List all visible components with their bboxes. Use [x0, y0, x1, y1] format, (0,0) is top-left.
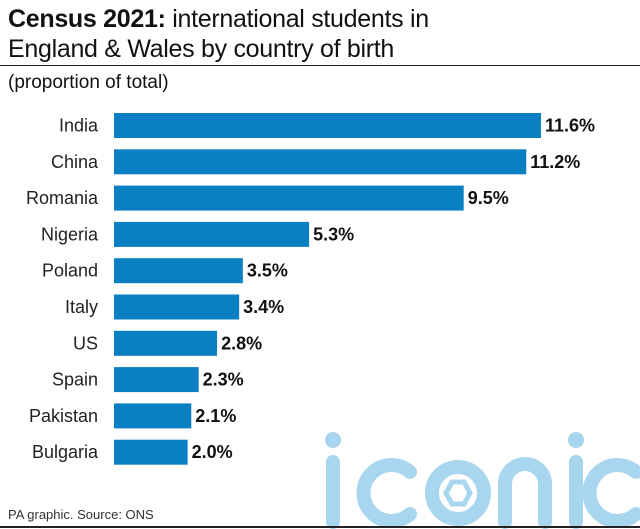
bar — [114, 367, 199, 393]
bottom-divider — [0, 526, 640, 528]
bar — [114, 149, 527, 175]
category-label: Bulgaria — [32, 442, 99, 462]
bar — [114, 403, 192, 429]
category-label: China — [51, 152, 99, 172]
bar — [114, 439, 188, 465]
title-line-2: England & Wales by country of birth — [8, 35, 394, 63]
title-rest: international students in — [165, 5, 429, 33]
category-label: Romania — [26, 188, 99, 208]
chart-subtitle: (proportion of total) — [8, 72, 169, 93]
bar — [114, 113, 541, 138]
chart-title: Census 2021: international students in E… — [8, 4, 632, 64]
bar — [114, 258, 243, 284]
category-label: Spain — [52, 370, 98, 390]
category-label: Poland — [42, 261, 98, 281]
category-label: Nigeria — [41, 224, 99, 244]
value-label: 3.5% — [247, 261, 288, 281]
bar — [114, 185, 464, 211]
bar — [114, 330, 218, 356]
value-label: 2.1% — [195, 406, 236, 426]
category-label: Italy — [65, 297, 98, 317]
bar — [114, 294, 240, 320]
value-label: 5.3% — [313, 224, 354, 244]
title-bold-part: Census 2021: — [8, 5, 166, 33]
value-label: 2.8% — [221, 333, 262, 353]
value-label: 9.5% — [468, 188, 509, 208]
value-label: 2.0% — [192, 442, 233, 462]
value-label: 11.6% — [545, 116, 595, 136]
value-label: 3.4% — [243, 297, 284, 317]
category-label: US — [73, 333, 98, 353]
source-note: PA graphic. Source: ONS — [8, 507, 154, 522]
value-label: 11.2% — [530, 152, 580, 172]
bar — [114, 221, 310, 247]
iconic-watermark: iconic — [325, 432, 640, 529]
category-label: India — [59, 116, 99, 136]
value-label: 2.3% — [203, 370, 244, 390]
category-label: Pakistan — [29, 406, 98, 426]
top-divider — [0, 65, 640, 66]
